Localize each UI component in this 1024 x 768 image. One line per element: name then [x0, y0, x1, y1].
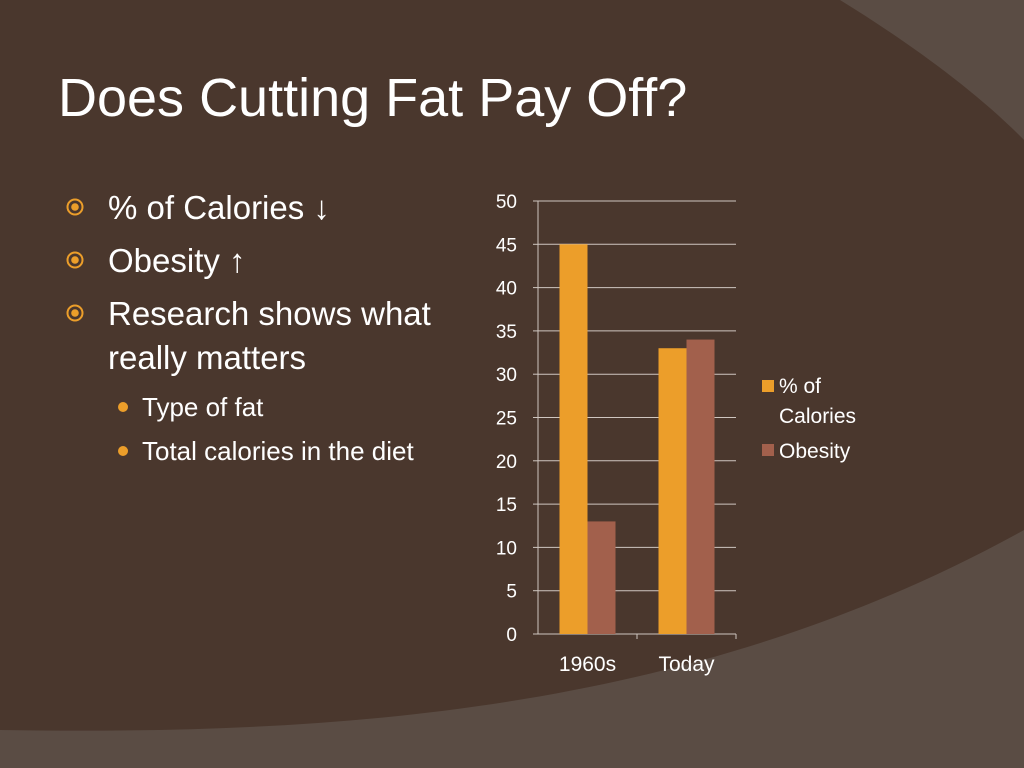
bar: [587, 521, 616, 634]
dot-bullet-icon: [118, 402, 128, 412]
legend-label: Obesity: [779, 440, 851, 463]
circle-bullet-icon: [66, 251, 84, 269]
sub-bullet-text: Total calories in the diet: [142, 436, 414, 466]
legend-swatch: [762, 380, 774, 392]
y-tick-label: 0: [506, 625, 517, 646]
y-tick-label: 30: [496, 365, 517, 386]
sub-bullet-item: Type of fat: [66, 389, 446, 425]
y-tick-label: 10: [496, 538, 517, 559]
bullet-list: % of Calories ↓ Obesity ↑ Research shows…: [66, 186, 446, 477]
circle-bullet-icon: [66, 304, 84, 322]
bar: [686, 339, 715, 634]
slide-title: Does Cutting Fat Pay Off?: [58, 68, 688, 128]
y-tick-label: 15: [496, 495, 517, 516]
dot-bullet-icon: [118, 446, 128, 456]
legend-swatch: [762, 444, 774, 456]
bullet-item: % of Calories ↓: [66, 186, 446, 230]
y-tick-label: 50: [496, 192, 517, 213]
x-tick-label: 1960s: [559, 653, 616, 676]
circle-bullet-icon: [66, 198, 84, 216]
bullet-text: % of Calories ↓: [108, 189, 330, 226]
y-tick-label: 25: [496, 409, 517, 430]
legend-label: % of Calories: [779, 375, 856, 428]
bullet-text: Research shows what really matters: [108, 295, 431, 376]
y-tick-label: 35: [496, 322, 517, 343]
bullet-item: Obesity ↑: [66, 239, 446, 283]
bar-chart: 0 5 10 15 20 25 30 35 40 45 50 1960s Today % of Calori…: [496, 192, 856, 676]
y-tick-label: 45: [496, 235, 517, 256]
bullet-item: Research shows what really matters: [66, 292, 446, 380]
bar: [559, 244, 588, 635]
sub-bullet-item: Total calories in the diet: [66, 433, 446, 469]
x-tick-label: Today: [658, 653, 715, 676]
sub-bullet-text: Type of fat: [142, 392, 264, 422]
y-tick-label: 20: [496, 452, 517, 473]
bar: [658, 348, 687, 634]
y-tick-label: 5: [506, 582, 517, 603]
y-tick-label: 40: [496, 279, 517, 300]
bullet-text: Obesity ↑: [108, 242, 246, 279]
